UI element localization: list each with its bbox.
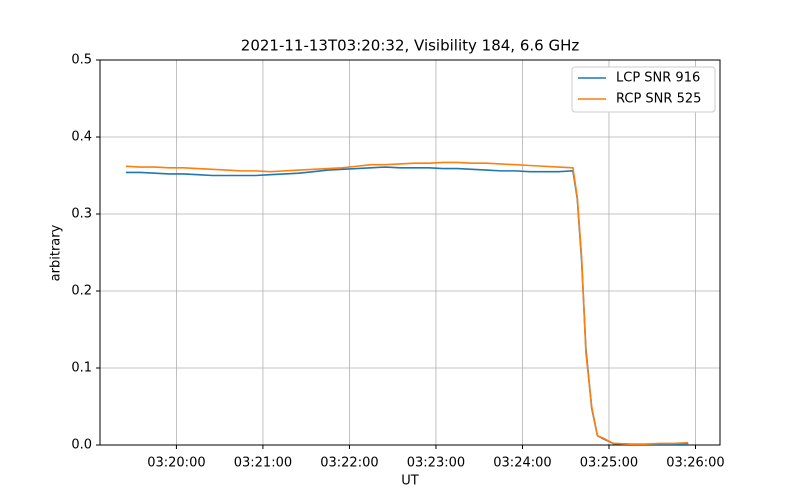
legend-box (571, 66, 716, 113)
y-tick-label: 0.3 (71, 207, 92, 222)
x-tick-label: 03:23:00 (407, 456, 465, 471)
y-tick-label: 0.0 (71, 438, 92, 453)
chart-title: 2021-11-13T03:20:32, Visibility 184, 6.6… (241, 37, 580, 55)
y-tick-label: 0.5 (71, 53, 92, 68)
y-axis-label: arbitrary (49, 224, 64, 281)
x-tick-label: 03:21:00 (234, 456, 292, 471)
x-tick-label: 03:22:00 (320, 456, 378, 471)
legend-label: LCP SNR 916 (616, 71, 700, 86)
x-axis-label: UT (401, 474, 419, 489)
x-tick-label: 03:25:00 (580, 456, 638, 471)
series-line (125, 161, 689, 446)
plot-frame (99, 59, 721, 446)
x-tick-label: 03:20:00 (147, 456, 205, 471)
series-line (125, 166, 689, 446)
x-tick-label: 03:24:00 (493, 456, 551, 471)
legend-label: RCP SNR 525 (616, 92, 701, 107)
x-tick-label: 03:26:00 (666, 456, 724, 471)
y-tick-label: 0.4 (71, 130, 92, 145)
y-tick-label: 0.1 (71, 361, 92, 376)
y-tick-label: 0.2 (71, 284, 92, 299)
